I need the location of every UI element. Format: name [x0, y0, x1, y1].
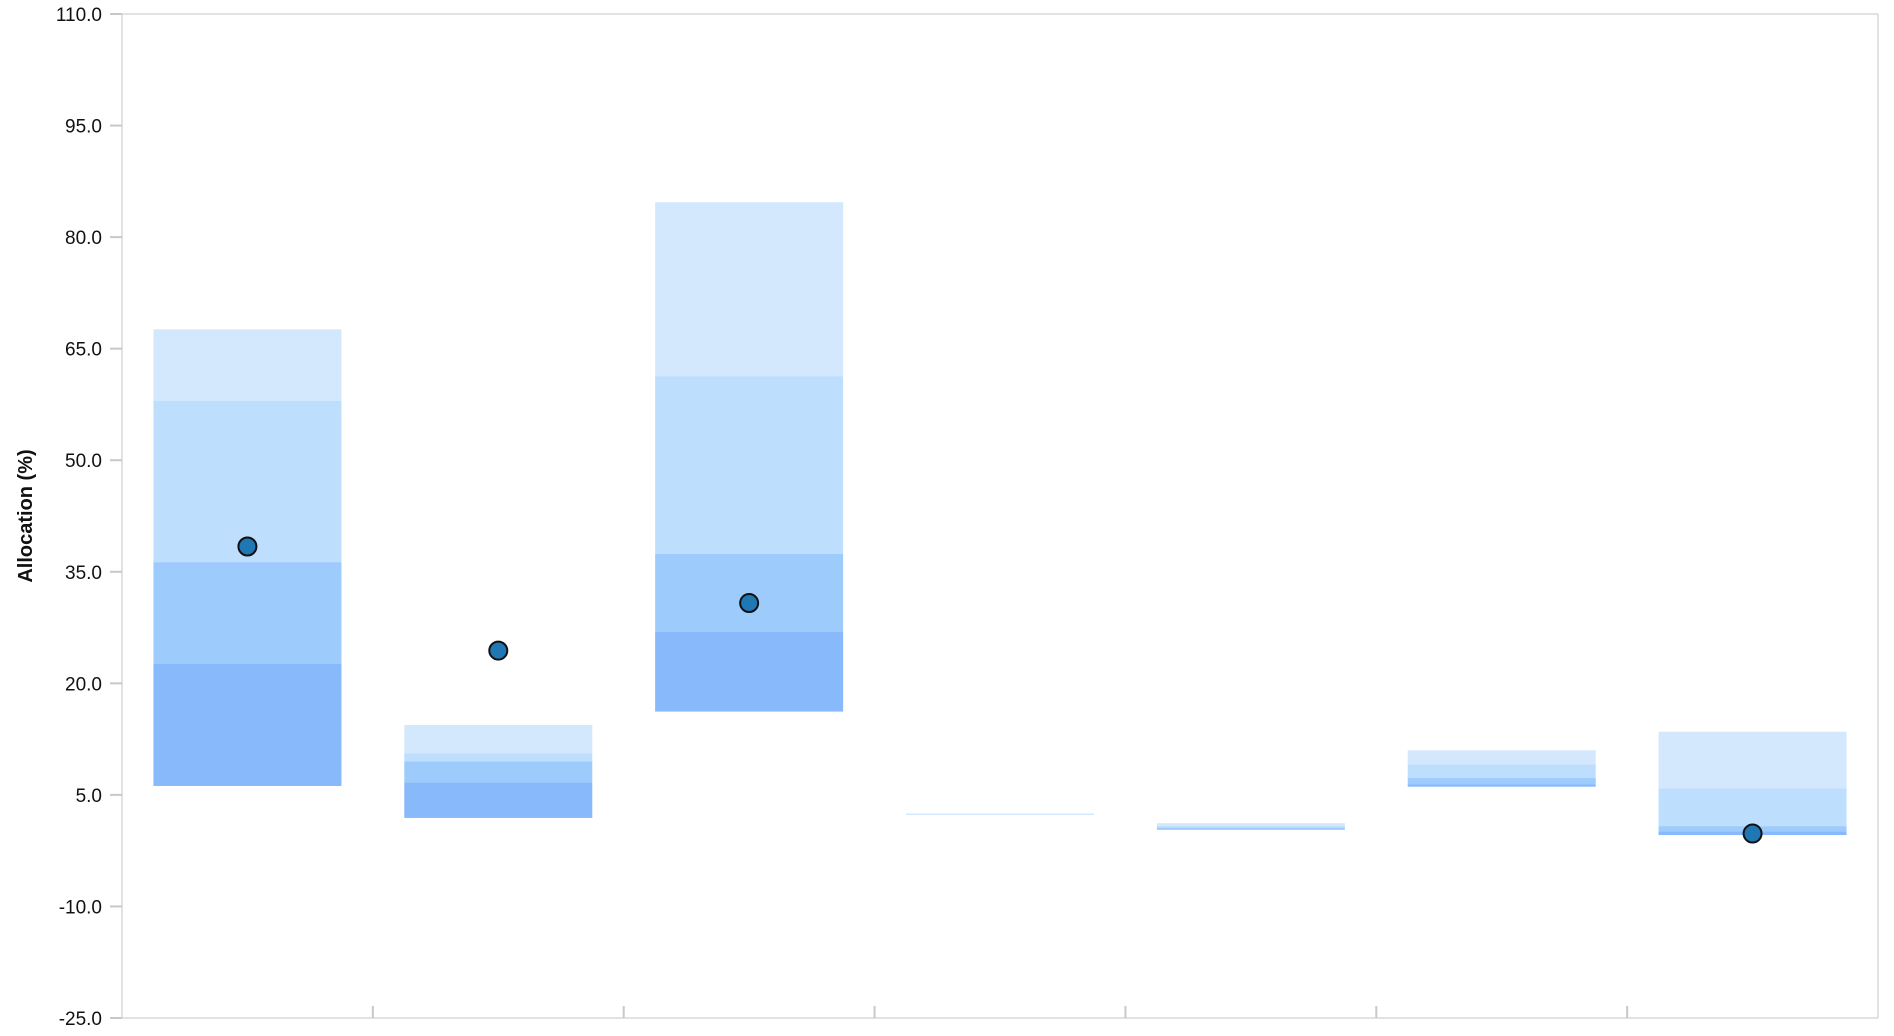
bar-band: [655, 632, 844, 712]
bar-band: [1658, 788, 1847, 827]
bar-band: [1407, 750, 1596, 765]
y-tick-label: -25.0: [59, 1009, 102, 1030]
bar-band: [404, 782, 593, 818]
data-point: [739, 593, 760, 614]
y-tick-label: 20.0: [65, 674, 102, 695]
plot-area-frame: [121, 13, 1879, 1019]
bar-band: [153, 663, 342, 786]
bar-band: [153, 562, 342, 664]
bar-band: [655, 202, 844, 377]
bar-band: [655, 553, 844, 633]
y-tick-label: 35.0: [65, 563, 102, 584]
bar-band: [1156, 826, 1345, 828]
bar-band: [404, 753, 593, 762]
bar-band: [655, 376, 844, 554]
bar-band: [1407, 784, 1596, 787]
y-tick-label: 80.0: [65, 228, 102, 249]
data-point: [237, 536, 258, 557]
bar-band: [153, 400, 342, 563]
y-axis-title: Allocation (%): [15, 449, 37, 582]
bar-band: [1407, 777, 1596, 785]
bar-band: [1156, 827, 1345, 830]
bar-band: [404, 761, 593, 783]
bar-band: [1407, 764, 1596, 778]
y-tick-label: -10.0: [59, 897, 102, 918]
bar-band: [153, 329, 342, 401]
bar-band: [404, 724, 593, 754]
y-tick-label: 65.0: [65, 340, 102, 361]
bar-band: [1658, 731, 1847, 789]
y-tick-label: 110.0: [56, 5, 102, 26]
y-tick-label: 50.0: [65, 451, 102, 472]
y-tick-label: 5.0: [76, 786, 102, 807]
y-tick-label: 95.0: [65, 117, 102, 138]
bar-band: [1156, 823, 1345, 827]
data-point: [488, 640, 509, 661]
data-point: [1742, 823, 1763, 844]
bar-band: [906, 813, 1094, 815]
